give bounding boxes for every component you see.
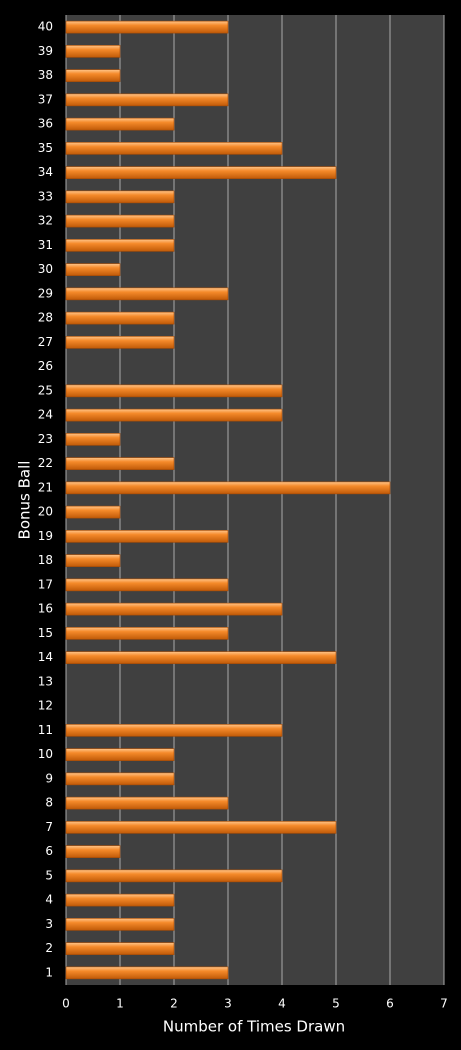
bar <box>65 190 175 204</box>
bar <box>65 336 175 349</box>
bar <box>65 966 229 980</box>
bar <box>65 578 229 592</box>
y-tick-label: 17 <box>38 577 53 591</box>
y-tick-label: 40 <box>38 20 53 34</box>
x-tick-label: 7 <box>440 997 448 1011</box>
y-tick-label: 21 <box>38 480 53 494</box>
y-tick-label: 14 <box>38 650 53 664</box>
bar <box>65 651 337 664</box>
y-tick-label: 33 <box>38 189 53 203</box>
y-tick-label: 16 <box>38 602 53 616</box>
bar <box>65 69 121 82</box>
x-axis-title: Number of Times Drawn <box>163 1018 345 1036</box>
bar <box>65 554 121 567</box>
x-tick-label: 2 <box>170 997 178 1011</box>
y-tick-label: 36 <box>38 117 53 131</box>
bar <box>65 724 283 737</box>
y-tick-label: 5 <box>45 868 53 882</box>
y-tick-label: 37 <box>38 92 53 106</box>
y-tick-label: 19 <box>38 529 53 543</box>
y-tick-label: 32 <box>38 214 53 228</box>
bar <box>65 772 175 786</box>
y-tick-label: 24 <box>38 408 53 422</box>
y-tick-label: 30 <box>38 262 53 276</box>
x-tick-label: 3 <box>224 997 232 1011</box>
y-tick-label: 13 <box>38 674 53 688</box>
y-tick-label: 29 <box>38 286 53 300</box>
bar <box>65 287 229 301</box>
bar <box>65 142 283 155</box>
bar <box>65 263 121 276</box>
bar <box>65 166 337 179</box>
bar <box>65 20 229 34</box>
x-tick-label: 0 <box>62 997 70 1011</box>
bar <box>65 821 337 834</box>
y-axis-title: Bonus Ball <box>16 461 34 540</box>
y-tick-label: 34 <box>38 165 53 179</box>
bar <box>65 457 175 470</box>
y-tick-label: 6 <box>45 844 53 858</box>
y-tick-label: 15 <box>38 626 53 640</box>
y-tick-label: 7 <box>45 820 53 834</box>
bar <box>65 45 121 58</box>
y-tick-label: 28 <box>38 311 53 325</box>
y-tick-label: 23 <box>38 432 53 446</box>
y-tick-label: 2 <box>45 941 53 955</box>
bar <box>65 918 175 931</box>
y-tick-label: 18 <box>38 553 53 567</box>
y-tick-label: 3 <box>45 917 53 931</box>
y-tick-label: 10 <box>38 747 53 761</box>
bar <box>65 602 283 616</box>
bar <box>65 93 229 107</box>
bar <box>65 845 121 858</box>
bar <box>65 214 175 228</box>
bar <box>65 239 175 252</box>
x-tick-label: 4 <box>278 997 286 1011</box>
y-tick-label: 26 <box>38 359 53 373</box>
bar <box>65 481 391 495</box>
bar <box>65 311 175 325</box>
y-tick-label: 31 <box>38 238 53 252</box>
bar <box>65 384 283 398</box>
y-tick-label: 35 <box>38 141 53 155</box>
y-tick-label: 22 <box>38 456 53 470</box>
y-tick-label: 25 <box>38 383 53 397</box>
y-tick-label: 4 <box>45 893 53 907</box>
bar <box>65 408 283 422</box>
bar <box>65 748 175 761</box>
plot-area <box>66 15 444 985</box>
x-tick-label: 6 <box>386 997 394 1011</box>
y-tick-label: 38 <box>38 68 53 82</box>
y-tick-label: 20 <box>38 505 53 519</box>
y-tick-label: 27 <box>38 335 53 349</box>
bar <box>65 530 229 543</box>
x-tick-label: 5 <box>332 997 340 1011</box>
bar <box>65 627 229 640</box>
y-tick-label: 8 <box>45 796 53 810</box>
bar <box>65 117 175 131</box>
y-tick-label: 11 <box>38 723 53 737</box>
bar <box>65 796 229 810</box>
bar <box>65 869 283 883</box>
y-tick-label: 9 <box>45 771 53 785</box>
bar <box>65 505 121 519</box>
bar <box>65 433 121 446</box>
x-tick-label: 1 <box>116 997 124 1011</box>
y-tick-label: 39 <box>38 44 53 58</box>
bar <box>65 893 175 907</box>
y-tick-label: 12 <box>38 699 53 713</box>
y-tick-label: 1 <box>45 965 53 979</box>
bar <box>65 942 175 955</box>
